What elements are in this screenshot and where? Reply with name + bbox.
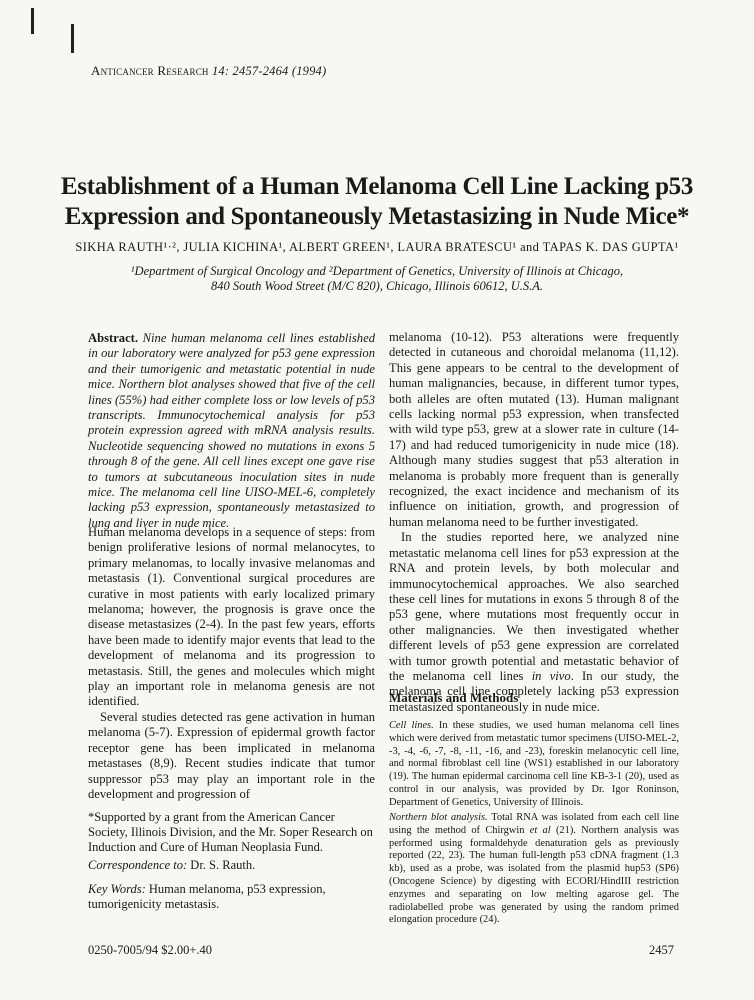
right-paragraph-2-a: In the studies reported here, we analyze… bbox=[389, 530, 679, 683]
cell-lines-label: Cell lines. bbox=[389, 720, 434, 731]
affiliation-line-2: 840 South Wood Street (M/C 820), Chicago… bbox=[210, 279, 544, 293]
title-line-1: Establishment of a Human Melanoma Cell L… bbox=[60, 173, 694, 200]
cell-lines-text: In these studies, we used human melanoma… bbox=[389, 720, 679, 808]
funding-footnote: *Supported by a grant from the American … bbox=[88, 810, 373, 854]
abstract: Abstract. Nine human melanoma cell lines… bbox=[88, 331, 375, 531]
author-list: SIKHA RAUTH¹·², JULIA KICHINA¹, ALBERT G… bbox=[75, 240, 679, 254]
keywords-label: Key Words: bbox=[88, 882, 146, 896]
right-paragraph-1: melanoma (10-12). P53 alterations were f… bbox=[389, 330, 679, 529]
northern-italic: et al bbox=[529, 824, 551, 836]
methods-northern-blot: Northern blot analysis. Total RNA was is… bbox=[389, 812, 679, 927]
abstract-label: Abstract. bbox=[88, 331, 139, 345]
page-number: 2457 bbox=[649, 943, 674, 957]
journal-name: Anticancer Research bbox=[91, 63, 209, 78]
introduction: Human melanoma develops in a sequence of… bbox=[88, 525, 375, 802]
right-paragraph-2: In the studies reported here, we analyze… bbox=[389, 530, 679, 715]
journal-volume: 14: 2457-2464 (1994) bbox=[208, 64, 327, 78]
in-vivo-text: in vivo bbox=[531, 668, 571, 683]
northern-text-a: Total RNA was isolated from each cell li… bbox=[389, 812, 679, 836]
northern-label: Northern blot analysis. bbox=[389, 812, 488, 823]
methods-cell-lines: Cell lines. In these studies, we used hu… bbox=[389, 720, 679, 810]
correspondence-label: Correspondence to: bbox=[88, 858, 188, 872]
intro-paragraph-1: Human melanoma develops in a sequence of… bbox=[88, 525, 375, 709]
paper-title: Establishment of a Human Melanoma Cell L… bbox=[60, 172, 694, 232]
journal-citation: Anticancer Research 14: 2457-2464 (1994) bbox=[91, 63, 326, 79]
correspondence-name: Dr. S. Rauth. bbox=[187, 858, 256, 872]
section-heading-methods: Materials and Methods bbox=[389, 690, 519, 705]
right-paragraph-2-b: . In our study, the melanoma cell line c… bbox=[389, 668, 679, 714]
correspondence-note: Correspondence to: Dr. S. Rauth. bbox=[88, 858, 375, 873]
intro-paragraph-2: Several studies detected ras gene activa… bbox=[88, 709, 375, 801]
introduction-continued: melanoma (10-12). P53 alterations were f… bbox=[389, 330, 679, 715]
affiliation: ¹Department of Surgical Oncology and ²De… bbox=[60, 264, 694, 294]
scan-mark-bar bbox=[71, 24, 74, 53]
keywords-text: Human melanoma, p53 expression, tumorige… bbox=[88, 882, 326, 911]
title-line-2: Expression and Spontaneously Metastasizi… bbox=[64, 203, 690, 230]
northern-text-b: (21). Northern analysis was performed us… bbox=[389, 824, 679, 926]
copyright-code: 0250-7005/94 $2.00+.40 bbox=[88, 943, 213, 957]
abstract-text: Nine human melanoma cell lines establish… bbox=[88, 331, 375, 530]
affiliation-line-1: ¹Department of Surgical Oncology and ²De… bbox=[130, 264, 624, 278]
keywords: Key Words: Human melanoma, p53 expressio… bbox=[88, 882, 375, 912]
scan-mark-left bbox=[31, 8, 34, 34]
